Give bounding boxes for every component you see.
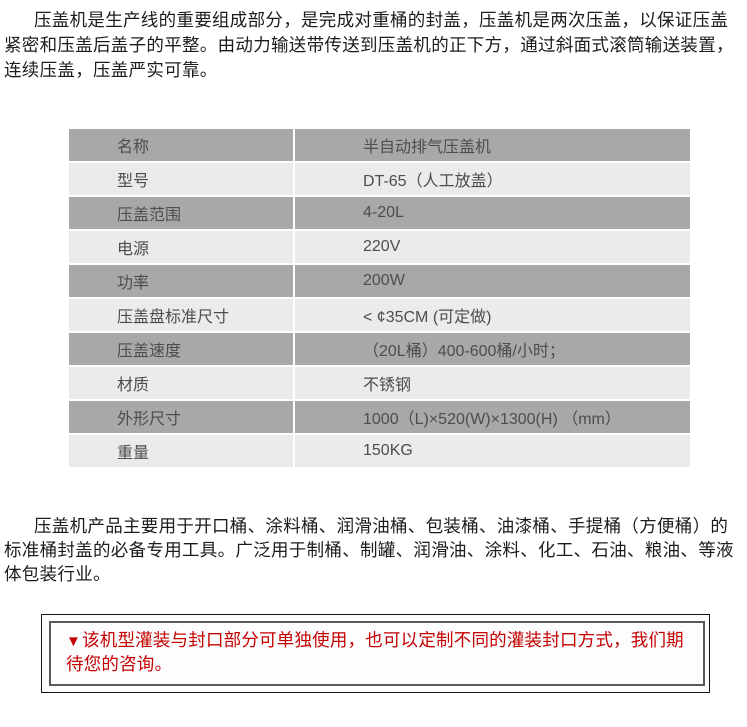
table-row: 压盖范围 4-20L	[69, 197, 690, 231]
spec-label: 材质	[69, 367, 295, 401]
spec-value: < ¢35CM (可定做)	[295, 299, 690, 333]
table-row: 压盖速度 （20L桶）400-600桶/小时；	[69, 333, 690, 367]
spec-value: 150KG	[295, 435, 690, 469]
usage-paragraph: 压盖机产品主要用于开口桶、涂料桶、润滑油桶、包装桶、油漆桶、手提桶（方便桶）的标…	[4, 516, 734, 584]
spec-label: 名称	[69, 129, 295, 163]
spec-label: 电源	[69, 231, 295, 265]
table-row: 材质 不锈钢	[69, 367, 690, 401]
notice-text: ▼该机型灌装与封口部分可单独使用，也可以定制不同的灌装封口方式，我们期待您的咨询…	[66, 629, 689, 676]
intro-paragraph: 压盖机是生产线的重要组成部分，是完成对重桶的封盖，压盖机是两次压盖，以保证压盖紧…	[4, 10, 734, 80]
table-row: 名称 半自动排气压盖机	[69, 129, 690, 163]
table-row: 型号 DT-65（人工放盖）	[69, 163, 690, 197]
spec-value: （20L桶）400-600桶/小时；	[295, 333, 690, 367]
table-row: 重量 150KG	[69, 435, 690, 469]
spec-value: 不锈钢	[295, 367, 690, 401]
spec-value: 220V	[295, 231, 690, 265]
notice-message: 该机型灌装与封口部分可单独使用，也可以定制不同的灌装封口方式，我们期待您的咨询。	[66, 630, 684, 674]
spec-value: DT-65（人工放盖）	[295, 163, 690, 197]
spec-label: 型号	[69, 163, 295, 197]
spec-label: 压盖速度	[69, 333, 295, 367]
table-row: 外形尺寸 1000（L)×520(W)×1300(H) （mm）	[69, 401, 690, 435]
down-triangle-icon: ▼	[66, 633, 82, 650]
spec-label: 压盖盘标准尺寸	[69, 299, 295, 333]
spec-value: 200W	[295, 265, 690, 299]
table-row: 压盖盘标准尺寸 < ¢35CM (可定做)	[69, 299, 690, 333]
spec-label: 功率	[69, 265, 295, 299]
spec-label: 外形尺寸	[69, 401, 295, 435]
spec-label: 重量	[69, 435, 295, 469]
spec-label: 压盖范围	[69, 197, 295, 231]
table-row: 功率 200W	[69, 265, 690, 299]
spec-value: 4-20L	[295, 197, 690, 231]
table-row: 电源 220V	[69, 231, 690, 265]
spec-value: 半自动排气压盖机	[295, 129, 690, 163]
spec-value: 1000（L)×520(W)×1300(H) （mm）	[295, 401, 690, 435]
notice-box: ▼该机型灌装与封口部分可单独使用，也可以定制不同的灌装封口方式，我们期待您的咨询…	[41, 614, 710, 693]
spec-table: 名称 半自动排气压盖机 型号 DT-65（人工放盖） 压盖范围 4-20L 电源…	[69, 129, 690, 469]
notice-box-inner: ▼该机型灌装与封口部分可单独使用，也可以定制不同的灌装封口方式，我们期待您的咨询…	[49, 621, 705, 686]
